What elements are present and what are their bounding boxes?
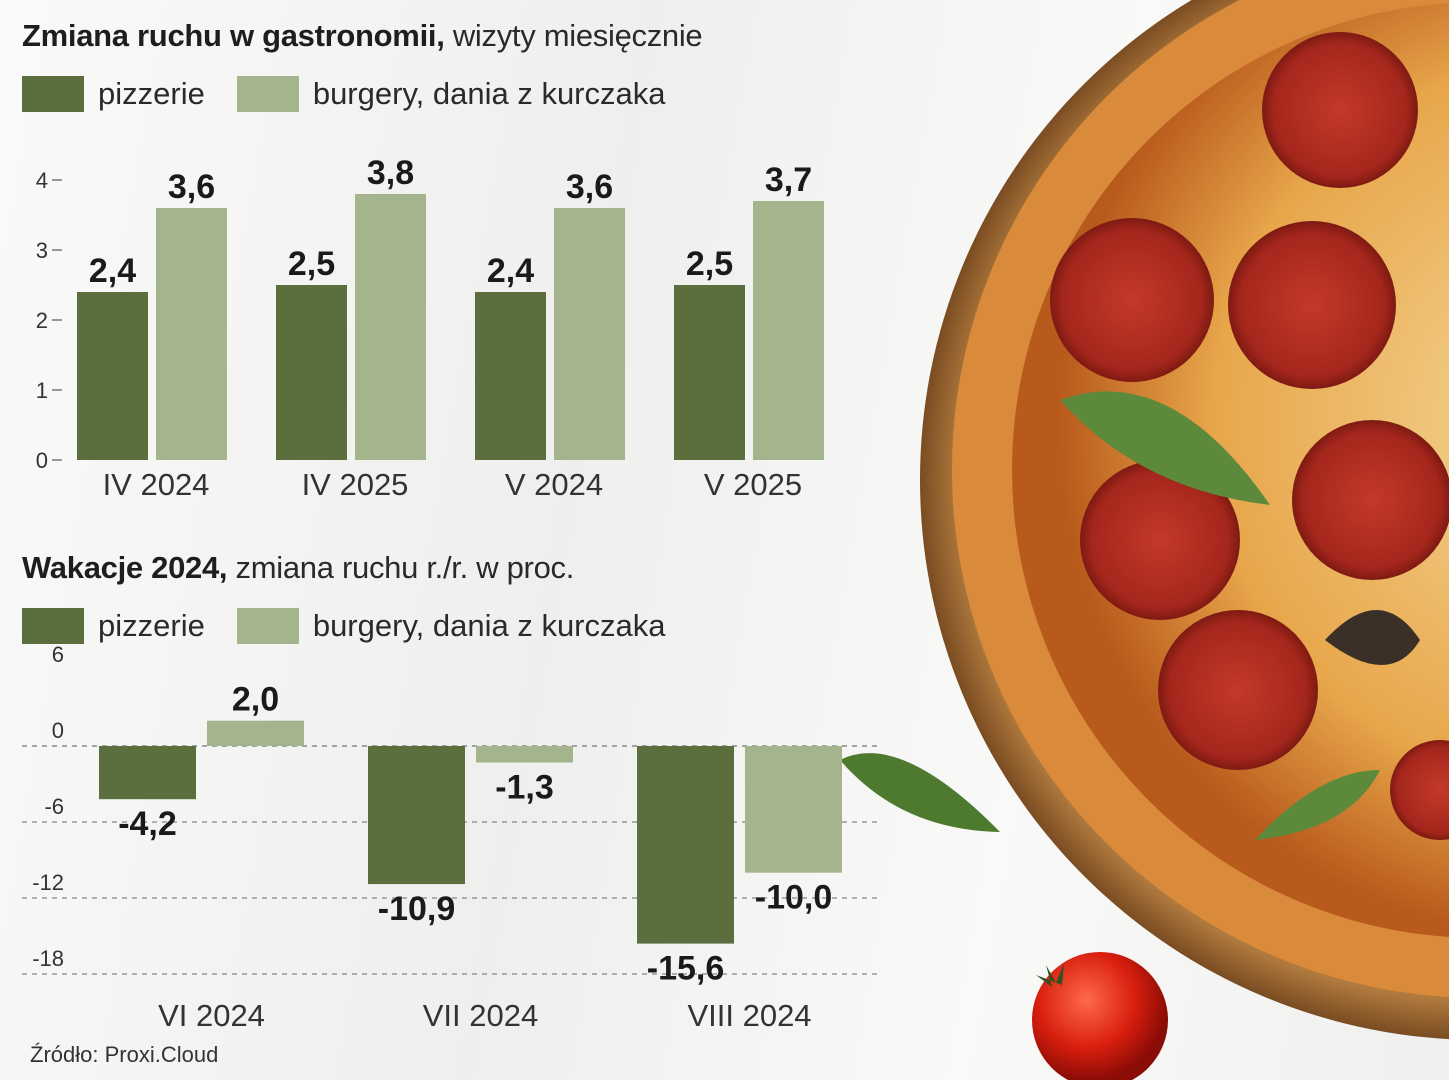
chart1-bar-burgery (554, 208, 625, 460)
chart2-data-label: -15,6 (647, 950, 725, 988)
chart1-data-label: 3,8 (367, 154, 414, 192)
chart2-bar-burgery (207, 720, 304, 746)
chart1-legend: pizzerie burgery, dania z kurczaka (22, 76, 697, 112)
chart1-category-label: IV 2025 (302, 467, 409, 502)
chart2-ytick-label: 0 (52, 718, 64, 743)
chart1-bar-burgery (156, 208, 227, 460)
source-note: Źródło: Proxi.Cloud (30, 1042, 219, 1067)
chart1-data-label: 3,6 (566, 168, 613, 206)
legend1-label-pizzerie: pizzerie (98, 76, 205, 111)
chart2-title-light: zmiana ruchu r./r. w proc. (227, 550, 575, 585)
chart1-ytick-label: 1 (36, 378, 48, 403)
chart1-bar-pizzerie (276, 285, 347, 460)
chart1-data-label: 3,7 (765, 161, 812, 199)
chart2-bar-burgery (745, 746, 842, 873)
legend2-label-pizzerie: pizzerie (98, 608, 205, 643)
legend2-label-burgery: burgery, dania z kurczaka (312, 608, 666, 643)
legend2-swatch-burgery (236, 608, 299, 644)
chart1-title-bold: Zmiana ruchu w gastronomii, (22, 18, 445, 53)
chart2-data-label: -1,3 (495, 768, 554, 806)
chart2-category-label: VIII 2024 (687, 998, 811, 1033)
chart2-title-bold: Wakacje 2024, (22, 550, 228, 585)
chart1-bar-pizzerie (475, 292, 546, 460)
chart1-bar-pizzerie (77, 292, 148, 460)
chart2-category-label: VI 2024 (158, 998, 265, 1033)
chart2-legend: pizzerie burgery, dania z kurczaka (22, 608, 697, 644)
chart2-bar-pizzerie (368, 746, 465, 885)
legend2-swatch-pizzerie (22, 608, 84, 644)
chart1-data-label: 2,5 (686, 245, 733, 283)
chart2-data-label: -10,9 (378, 890, 456, 928)
chart1-category-label: V 2025 (704, 467, 802, 502)
chart2-ytick-label: -6 (44, 794, 64, 819)
chart1-data-label: 2,4 (487, 252, 534, 290)
chart1-ytick-label: 2 (36, 308, 48, 333)
chart1-title: Zmiana ruchu w gastronomii, wizyty miesi… (22, 18, 703, 54)
chart1-bar-pizzerie (674, 285, 745, 460)
chart2-data-label: 2,0 (232, 681, 279, 719)
chart1-data-label: 2,5 (288, 245, 335, 283)
chart2-ytick-label: -12 (32, 870, 64, 895)
chart2-category-label: VII 2024 (423, 998, 538, 1033)
chart2-data-label: -4,2 (118, 805, 177, 843)
chart2-bar-pizzerie (637, 746, 734, 944)
chart2-bar-pizzerie (99, 746, 196, 800)
chart1-data-label: 3,6 (168, 168, 215, 206)
chart2-ytick-label: 6 (52, 642, 64, 667)
legend1-label-burgery: burgery, dania z kurczaka (312, 76, 666, 111)
chart2-title: Wakacje 2024, zmiana ruchu r./r. w proc. (22, 550, 574, 586)
chart1-bar-burgery (753, 201, 824, 460)
chart1-ytick-label: 4 (36, 168, 48, 193)
chart1-category-label: IV 2024 (103, 467, 210, 502)
chart2-data-label: -10,0 (755, 879, 833, 917)
chart2-bar-burgery (476, 746, 573, 763)
chart1-ytick-label: 3 (36, 238, 48, 263)
chart1-bar-burgery (355, 194, 426, 460)
chart1-data-label: 2,4 (89, 252, 136, 290)
chart1-ytick-label: 0 (36, 448, 48, 473)
legend1-swatch-pizzerie (22, 76, 84, 112)
chart1-title-light: wizyty miesięcznie (444, 18, 703, 53)
legend1-swatch-burgery (236, 76, 299, 112)
chart1-category-label: V 2024 (505, 467, 603, 502)
chart2-ytick-label: -18 (32, 946, 64, 971)
